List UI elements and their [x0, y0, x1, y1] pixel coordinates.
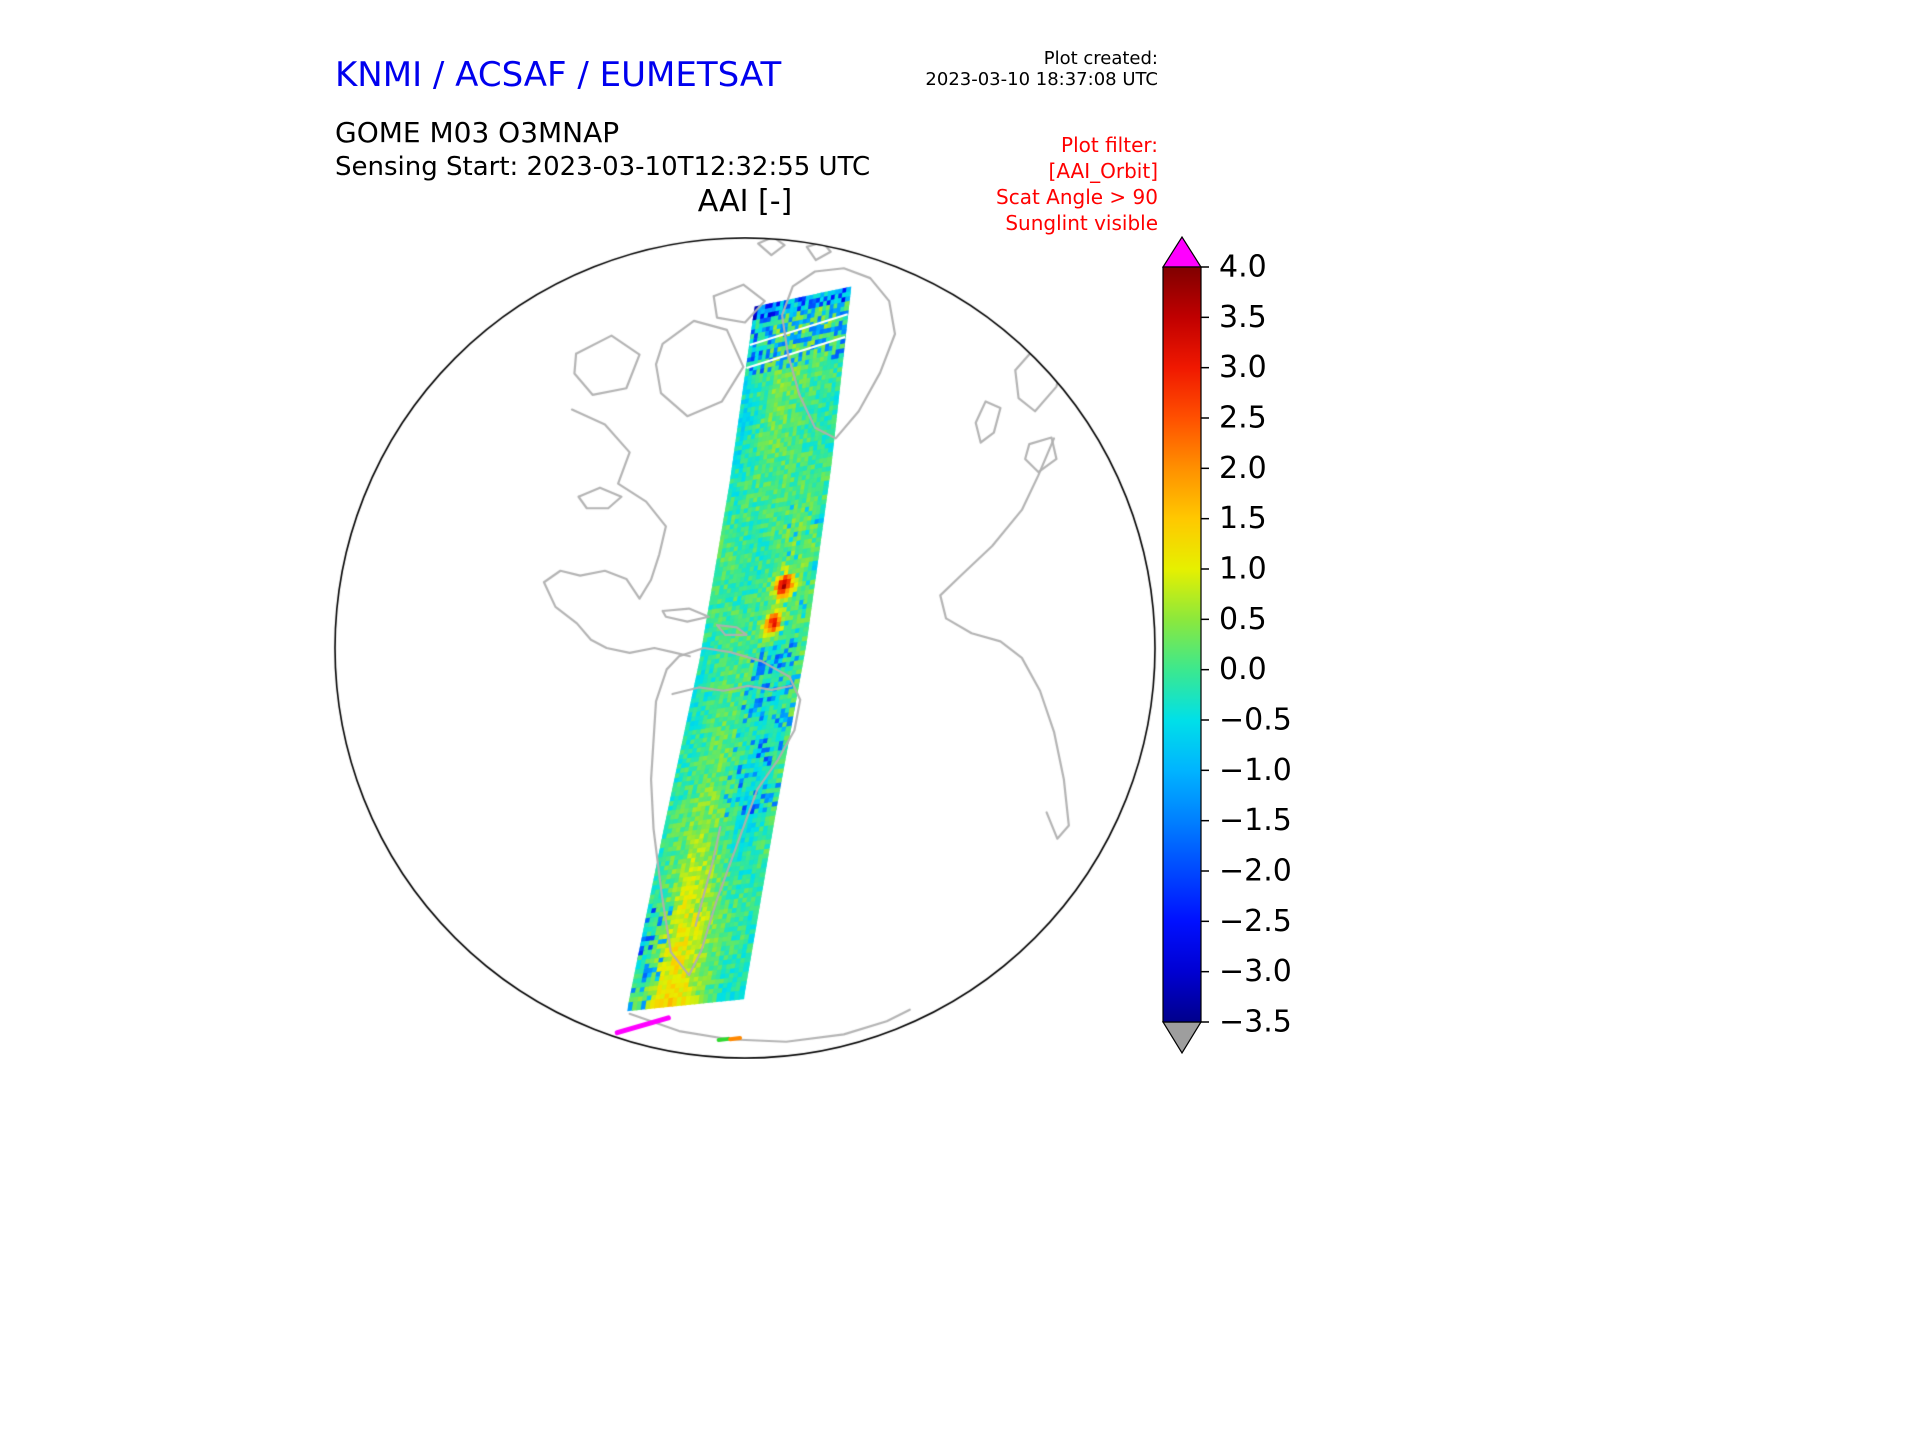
colorbar-tick-label: 3.5 [1219, 300, 1267, 335]
colorbar-tick-label: −1.0 [1219, 753, 1292, 788]
plot-filter-block: Plot filter: [AAI_Orbit] Scat Angle > 90… [900, 132, 1158, 236]
globe-map [333, 237, 1157, 1059]
map-title: AAI [-] [697, 184, 793, 219]
plot-filter-line: Sunglint visible [1005, 211, 1158, 235]
colorbar-tick-label: −2.5 [1219, 904, 1292, 939]
colorbar-tick-label: 1.0 [1219, 552, 1267, 587]
colorbar-under-arrow [1161, 1021, 1203, 1055]
colorbar-gradient [1162, 266, 1202, 1023]
plot-filter-line: Scat Angle > 90 [996, 185, 1158, 209]
colorbar-tick-label: 4.0 [1219, 250, 1267, 285]
plot-filter-line: Plot filter: [1061, 133, 1158, 157]
plot-created-time: 2023-03-10 18:37:08 UTC [925, 69, 1158, 90]
colorbar-tick-label: −1.5 [1219, 803, 1292, 838]
sensing-start: Sensing Start: 2023-03-10T12:32:55 UTC [335, 152, 871, 182]
product-title: GOME M03 O3MNAP [335, 116, 620, 149]
colorbar-tick-label: 2.0 [1219, 451, 1267, 486]
colorbar-tick-label: 3.0 [1219, 350, 1267, 385]
colorbar-tick-label: −3.5 [1219, 1005, 1292, 1040]
colorbar-tick-label: −0.5 [1219, 703, 1292, 738]
plot-filter-line: [AAI_Orbit] [1048, 159, 1158, 183]
plot-created-block: Plot created: 2023-03-10 18:37:08 UTC [900, 48, 1158, 90]
colorbar-tick-label: 2.5 [1219, 401, 1267, 436]
colorbar-tick-label: −3.0 [1219, 954, 1292, 989]
colorbar-tick-label: −2.0 [1219, 854, 1292, 889]
colorbar-tick-label: 0.0 [1219, 652, 1267, 687]
colorbar-over-arrow [1161, 235, 1203, 268]
plot-created-label: Plot created: [1043, 48, 1158, 69]
org-title: KNMI / ACSAF / EUMETSAT [335, 55, 782, 95]
colorbar-tick-label: 0.5 [1219, 602, 1267, 637]
colorbar-tick-label: 1.5 [1219, 501, 1267, 536]
